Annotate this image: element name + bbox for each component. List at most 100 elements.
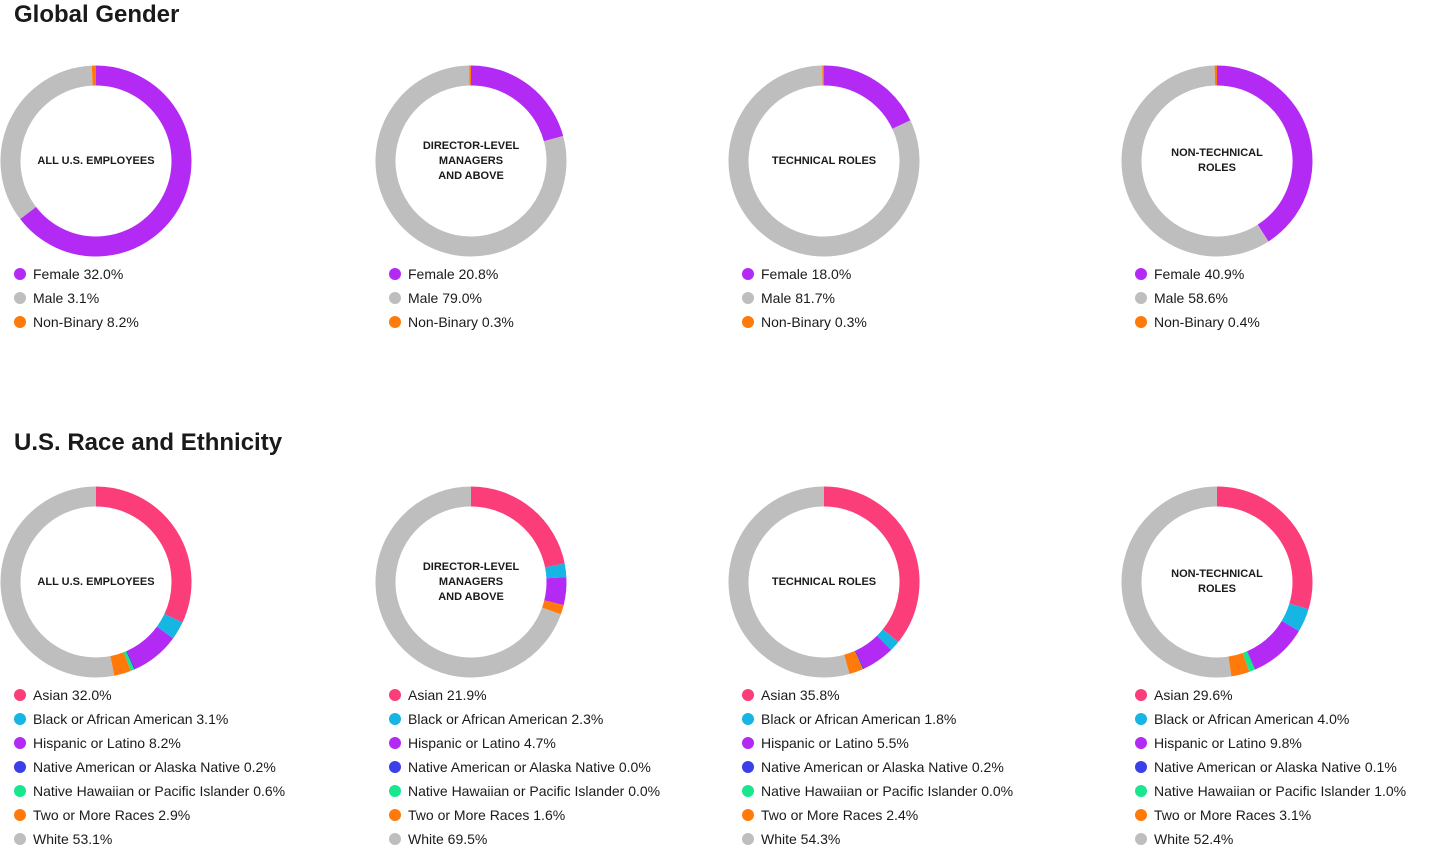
legend-label: White 53.1% bbox=[33, 831, 113, 847]
race-section-title: U.S. Race and Ethnicity bbox=[14, 429, 283, 456]
donut: DIRECTOR-LEVEL MANAGERS AND ABOVE bbox=[375, 65, 567, 257]
legend-label: White 69.5% bbox=[408, 831, 488, 847]
legend-item-female: Female 20.8% bbox=[389, 262, 514, 286]
legend-label: Asian 32.0% bbox=[33, 687, 112, 703]
legend-item-female: Female 18.0% bbox=[742, 262, 867, 286]
legend-swatch bbox=[389, 785, 401, 797]
legend-label: Two or More Races 2.4% bbox=[761, 807, 919, 823]
donut-segment-hispanic-or-latino bbox=[1247, 620, 1299, 670]
legend-label: Native American or Alaska Native 0.2% bbox=[33, 759, 276, 775]
legend-item-black-or-african-american: Black or African American 2.3% bbox=[389, 707, 660, 731]
legend-label: Native Hawaiian or Pacific Islander 0.0% bbox=[408, 783, 661, 799]
donut-svg bbox=[728, 486, 920, 678]
legend-item-hispanic-or-latino: Hispanic or Latino 8.2% bbox=[14, 731, 285, 755]
legend-item-asian: Asian 29.6% bbox=[1135, 683, 1406, 707]
donut-center-label: NON-TECHNICAL ROLES bbox=[1171, 147, 1263, 174]
legend-label: Two or More Races 3.1% bbox=[1154, 807, 1312, 823]
legend-label: Two or More Races 1.6% bbox=[408, 807, 566, 823]
legend-swatch bbox=[1135, 809, 1147, 821]
legend-label: Male 3.1% bbox=[33, 290, 100, 306]
legend-swatch bbox=[1135, 737, 1147, 749]
legend-swatch bbox=[14, 292, 26, 304]
legend-label: Hispanic or Latino 8.2% bbox=[33, 735, 181, 751]
legend-label: Asian 35.8% bbox=[761, 687, 840, 703]
donut-svg bbox=[0, 65, 192, 257]
legend-swatch bbox=[1135, 713, 1147, 725]
legend-item-male: Male 58.6% bbox=[1135, 286, 1260, 310]
legend-label: Female 32.0% bbox=[33, 266, 124, 282]
legend-label: Non-Binary 8.2% bbox=[33, 314, 139, 330]
legend-item-native-hawaiian-or-pacific-islander: Native Hawaiian or Pacific Islander 0.6% bbox=[14, 779, 285, 803]
donut-segment-black-or-african-american bbox=[1281, 603, 1309, 632]
legend-swatch bbox=[1135, 833, 1147, 845]
legend: Female 40.9% Male 58.6% Non-Binary 0.4% bbox=[1135, 262, 1260, 334]
donut-svg bbox=[375, 65, 567, 257]
donut-segment-white bbox=[1121, 486, 1232, 678]
donut-center-label: NON-TECHNICAL ROLES bbox=[1171, 568, 1263, 595]
legend-label: Female 20.8% bbox=[408, 266, 499, 282]
legend-swatch bbox=[389, 761, 401, 773]
legend-item-black-or-african-american: Black or African American 1.8% bbox=[742, 707, 1013, 731]
legend-item-hispanic-or-latino: Hispanic or Latino 5.5% bbox=[742, 731, 1013, 755]
donut-segment-two-or-more-races bbox=[542, 600, 564, 615]
donut-center-label: DIRECTOR-LEVEL MANAGERS AND ABOVE bbox=[422, 560, 520, 603]
legend-swatch bbox=[389, 809, 401, 821]
legend-item-native-american-or-alaska-native: Native American or Alaska Native 0.2% bbox=[14, 755, 285, 779]
legend-item-asian: Asian 21.9% bbox=[389, 683, 660, 707]
legend-swatch bbox=[389, 316, 401, 328]
legend-label: Asian 29.6% bbox=[1154, 687, 1233, 703]
donut-segment-female bbox=[1216, 65, 1313, 242]
legend-label: Hispanic or Latino 5.5% bbox=[761, 735, 909, 751]
legend-label: Male 79.0% bbox=[408, 290, 482, 306]
legend-item-male: Male 81.7% bbox=[742, 286, 867, 310]
legend-swatch bbox=[1135, 292, 1147, 304]
legend-swatch bbox=[14, 713, 26, 725]
legend-label: Black or African American 3.1% bbox=[33, 711, 229, 727]
legend-swatch bbox=[742, 713, 754, 725]
legend: Asian 29.6% Black or African American 4.0… bbox=[1135, 683, 1406, 851]
donut-segment-female bbox=[470, 65, 564, 142]
legend-swatch bbox=[14, 809, 26, 821]
legend: Asian 21.9% Black or African American 2.3… bbox=[389, 683, 660, 851]
legend-label: Non-Binary 0.4% bbox=[1154, 314, 1260, 330]
legend-swatch bbox=[1135, 316, 1147, 328]
donut-segment-two-or-more-races bbox=[1228, 652, 1250, 677]
donut-segment-white bbox=[0, 486, 115, 678]
legend-swatch bbox=[742, 689, 754, 701]
legend-item-two-or-more-races: Two or More Races 3.1% bbox=[1135, 803, 1406, 827]
legend-label: Native American or Alaska Native 0.0% bbox=[408, 759, 651, 775]
legend-item-non-binary: Non-Binary 8.2% bbox=[14, 310, 139, 334]
donut-svg bbox=[728, 65, 920, 257]
donut-center-label: ALL U.S. EMPLOYEES bbox=[37, 575, 155, 588]
donut-center-label: DIRECTOR-LEVEL MANAGERS AND ABOVE bbox=[422, 139, 520, 182]
donut-center-label: ALL U.S. EMPLOYEES bbox=[37, 154, 155, 167]
legend-item-native-american-or-alaska-native: Native American or Alaska Native 0.2% bbox=[742, 755, 1013, 779]
legend-swatch bbox=[742, 809, 754, 821]
legend-label: White 54.3% bbox=[761, 831, 841, 847]
donut: NON-TECHNICAL ROLES bbox=[1121, 486, 1313, 678]
donut-center-label: TECHNICAL ROLES bbox=[771, 575, 877, 588]
donut-segment-native-hawaiian-or-pacific-islander bbox=[123, 651, 135, 671]
donut-segment-white bbox=[375, 486, 561, 678]
legend-label: Asian 21.9% bbox=[408, 687, 487, 703]
donut-center-label: TECHNICAL ROLES bbox=[771, 154, 877, 167]
legend-item-asian: Asian 32.0% bbox=[14, 683, 285, 707]
donut-segment-male bbox=[0, 65, 93, 220]
legend-swatch bbox=[742, 268, 754, 280]
legend-item-native-american-or-alaska-native: Native American or Alaska Native 0.0% bbox=[389, 755, 660, 779]
legend-swatch bbox=[389, 737, 401, 749]
donut-svg bbox=[1121, 486, 1313, 678]
legend-swatch bbox=[389, 713, 401, 725]
legend-item-black-or-african-american: Black or African American 4.0% bbox=[1135, 707, 1406, 731]
legend-label: Black or African American 4.0% bbox=[1154, 711, 1350, 727]
legend-swatch bbox=[1135, 268, 1147, 280]
legend-label: White 52.4% bbox=[1154, 831, 1234, 847]
legend-swatch bbox=[742, 737, 754, 749]
donut-segment-asian bbox=[823, 486, 920, 642]
legend-label: Hispanic or Latino 9.8% bbox=[1154, 735, 1302, 751]
donut-segment-male bbox=[728, 65, 920, 257]
legend-swatch bbox=[389, 833, 401, 845]
legend-item-non-binary: Non-Binary 0.4% bbox=[1135, 310, 1260, 334]
donut-segment-hispanic-or-latino bbox=[855, 635, 892, 669]
legend-swatch bbox=[742, 292, 754, 304]
